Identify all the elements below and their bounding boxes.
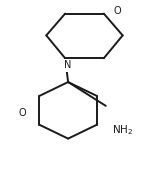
Text: N: N [64,60,72,70]
Text: O: O [114,6,122,16]
Text: O: O [19,108,26,118]
Text: NH$_2$: NH$_2$ [112,123,133,137]
